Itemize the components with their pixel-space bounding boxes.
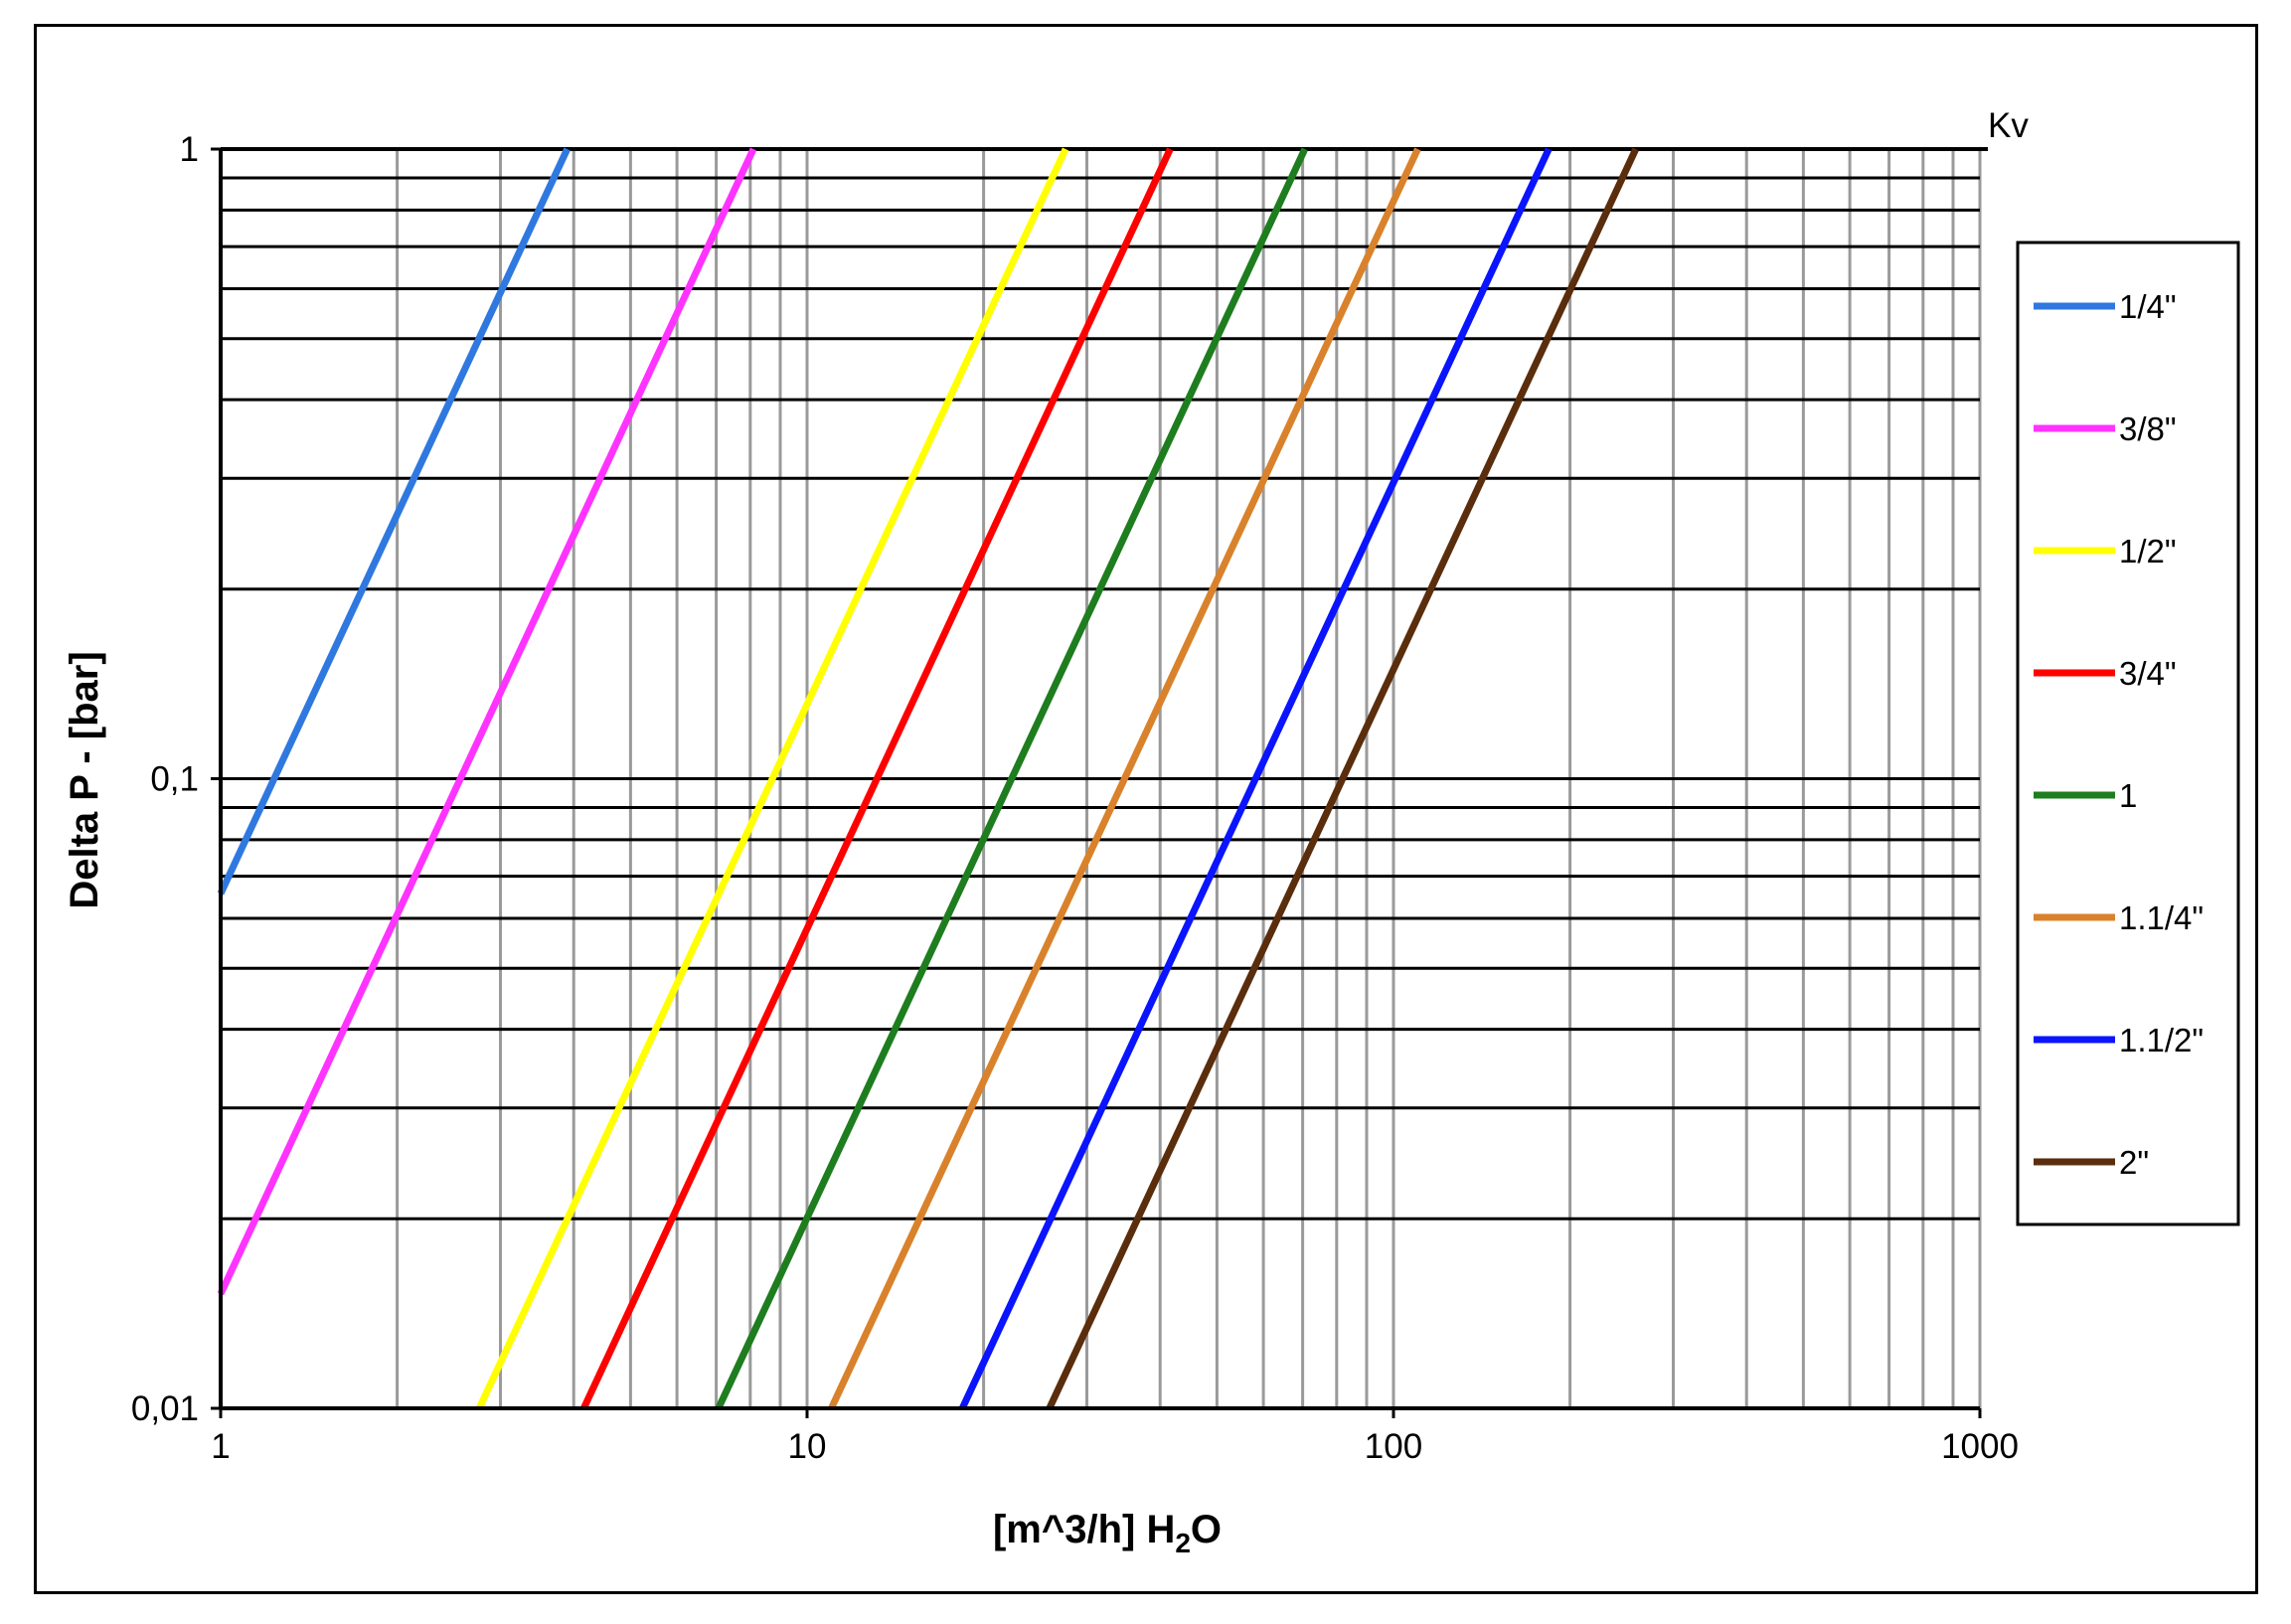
- legend-label: 1/2": [2119, 533, 2177, 569]
- x-tick-label: 100: [1365, 1427, 1422, 1466]
- legend-label: 2": [2119, 1144, 2149, 1181]
- legend: 1/4" 3/8" 1/2" 3/4" 1 1.1/4" 1.1/2" 2": [2016, 241, 2240, 1226]
- chart-frame: [34, 24, 2258, 1594]
- legend-label: 3/8": [2119, 410, 2177, 447]
- y-tick-label: 1: [180, 130, 199, 169]
- series-line-5: [715, 147, 1308, 1410]
- x-tick-label: 10: [788, 1427, 827, 1466]
- series-line-7: [959, 147, 1553, 1410]
- y-tick-label: 0,1: [150, 760, 199, 799]
- legend-label: 1: [2119, 777, 2137, 814]
- legend-label: 1.1/4": [2119, 899, 2204, 936]
- series-line-3: [475, 147, 1069, 1410]
- x-axis-title: [m^3/h] H2O: [993, 1508, 1222, 1558]
- legend-label: 3/4": [2119, 655, 2177, 692]
- kv-label: Kv: [1988, 106, 2029, 145]
- legend-label: 1.1/2": [2119, 1022, 2204, 1058]
- y-tick-label: 0,01: [131, 1389, 199, 1428]
- series-line-2: [217, 147, 757, 1296]
- series-line-4: [580, 147, 1174, 1410]
- series-line-6: [828, 147, 1421, 1410]
- axes: [211, 147, 1982, 1418]
- x-tick-label: 1000: [1941, 1427, 2019, 1466]
- legend-box: [2016, 241, 2240, 1226]
- tick-labels: 1 10 100 1000 0,01 0,1 1: [131, 130, 2019, 1466]
- series-line-1: [217, 147, 571, 895]
- x-tick-label: 1: [211, 1427, 230, 1466]
- series-lines: [217, 147, 1639, 1410]
- y-axis-title: Delta P - [bar]: [63, 651, 106, 908]
- legend-items: 1/4" 3/8" 1/2" 3/4" 1 1.1/4" 1.1/2" 2": [2034, 288, 2204, 1181]
- grid: [221, 147, 1988, 1408]
- legend-label: 1/4": [2119, 288, 2177, 325]
- series-line-8: [1046, 147, 1639, 1410]
